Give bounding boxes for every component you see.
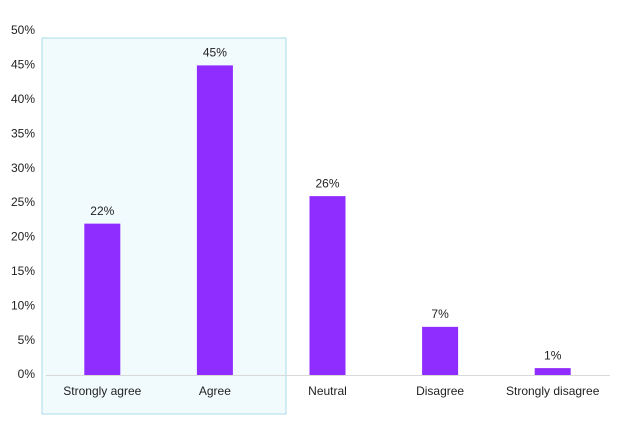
value-label: 26%: [315, 176, 339, 190]
y-tick-label: 20%: [11, 230, 35, 244]
bar: [84, 223, 121, 375]
y-tick-label: 40%: [11, 92, 35, 106]
x-tick-label: Neutral: [308, 384, 347, 398]
y-tick-label: 50%: [11, 23, 35, 37]
y-tick-label: 45%: [11, 58, 35, 72]
x-tick-label: Disagree: [416, 384, 464, 398]
bar: [196, 65, 233, 376]
y-tick-label: 0%: [18, 367, 36, 381]
y-tick-label: 25%: [11, 195, 35, 209]
y-tick-label: 5%: [18, 333, 36, 347]
y-tick-label: 30%: [11, 161, 35, 175]
value-label: 7%: [431, 307, 449, 321]
y-tick-label: 15%: [11, 264, 35, 278]
y-tick-label: 10%: [11, 298, 35, 312]
value-label: 22%: [90, 204, 114, 218]
x-tick-label: Agree: [199, 384, 231, 398]
highlight-box: [41, 37, 287, 415]
y-tick-label: 35%: [11, 126, 35, 140]
value-label: 1%: [544, 348, 562, 362]
bar: [309, 196, 346, 375]
x-tick-label: Strongly disagree: [506, 384, 600, 398]
x-tick-label: Strongly agree: [63, 384, 141, 398]
value-label: 45%: [203, 46, 227, 60]
bar: [534, 368, 571, 375]
bar: [422, 326, 459, 375]
